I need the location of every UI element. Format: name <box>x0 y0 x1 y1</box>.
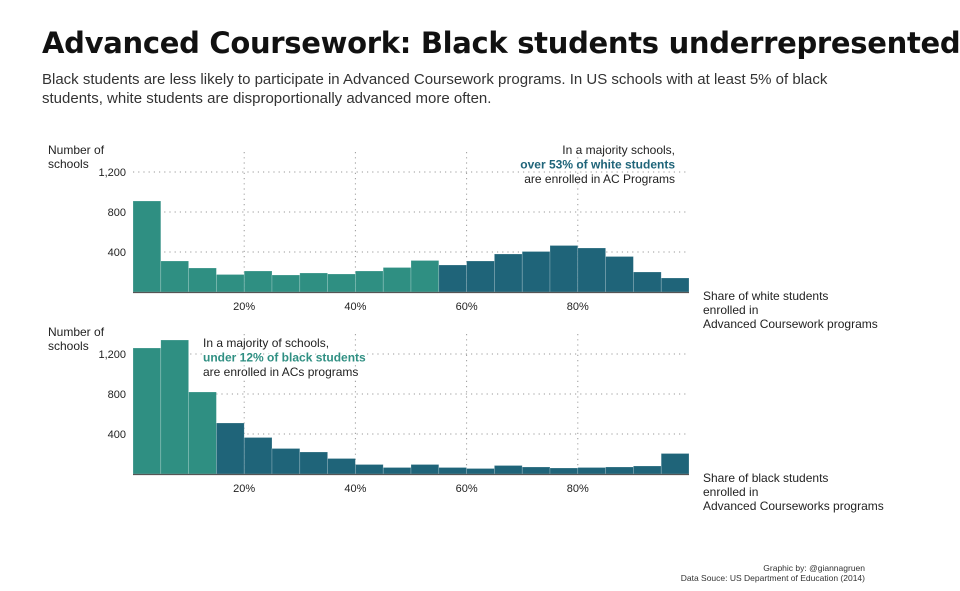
white-xlabel: Advanced Coursework programs <box>703 317 878 331</box>
black-bar-75 <box>549 467 579 475</box>
white-bar-65 <box>494 253 523 293</box>
white-ytick-label: 400 <box>108 247 126 259</box>
black-bar-60 <box>466 468 495 475</box>
black-bar-95 <box>660 453 690 475</box>
black-xlabel: Share of black students <box>703 471 828 485</box>
white-bar-0 <box>132 200 162 293</box>
white-bar-75 <box>549 245 579 293</box>
black-bar-20 <box>243 437 273 475</box>
black-annotation: are enrolled in ACs programs <box>203 365 358 379</box>
black-bar-80 <box>577 467 606 475</box>
black-bar-35 <box>327 458 356 475</box>
black-bar-30 <box>299 451 328 475</box>
black-bar-0 <box>132 347 162 475</box>
white-bar-25 <box>271 274 301 293</box>
black-ytick-label: 400 <box>108 429 126 441</box>
white-bar-15 <box>216 274 245 293</box>
black-bar-50 <box>410 464 440 475</box>
black-bar-85 <box>605 466 634 475</box>
black-bar-55 <box>438 467 467 475</box>
white-xtick-label: 20% <box>233 301 255 313</box>
black-bar-15 <box>216 422 245 475</box>
white-annotation: over 53% of white students <box>520 158 675 172</box>
black-xlabel: Advanced Courseworks programs <box>703 499 884 513</box>
white-bar-80 <box>577 247 606 293</box>
black-xtick-label: 20% <box>233 483 255 495</box>
white-bar-95 <box>660 277 690 293</box>
black-ytick-label: 1,200 <box>98 349 126 361</box>
black-ylabel: Number of <box>48 325 105 339</box>
white-bar-85 <box>605 256 634 293</box>
white-bar-35 <box>327 273 356 293</box>
black-xtick-label: 80% <box>567 483 589 495</box>
white-annotation: are enrolled in AC Programs <box>524 172 675 186</box>
black-ytick-label: 800 <box>108 389 126 401</box>
black-xtick-label: 60% <box>456 483 478 495</box>
white-xtick-label: 80% <box>567 301 589 313</box>
black-bar-65 <box>494 465 523 475</box>
white-annotation: In a majority schools, <box>562 143 675 157</box>
white-ytick-label: 800 <box>108 207 126 219</box>
black-bar-25 <box>271 448 301 475</box>
white-bar-55 <box>438 264 467 293</box>
white-xlabel: Share of white students <box>703 289 828 303</box>
black-annotation: In a majority of schools, <box>203 336 329 350</box>
white-ylabel: Number of <box>48 143 105 157</box>
black-ylabel: schools <box>48 339 89 353</box>
white-xlabel: enrolled in <box>703 303 758 317</box>
white-bar-90 <box>633 271 662 293</box>
white-bar-30 <box>299 272 328 293</box>
white-xtick-label: 40% <box>344 301 366 313</box>
white-bar-45 <box>382 267 412 293</box>
white-xtick-label: 60% <box>456 301 478 313</box>
credit-author: Graphic by: @giannagruen <box>763 563 865 573</box>
chart-subtitle: Black students are less likely to partic… <box>42 71 828 107</box>
black-annotation: under 12% of black students <box>203 351 366 365</box>
black-bar-40 <box>355 464 384 475</box>
black-xtick-label: 40% <box>344 483 366 495</box>
white-bar-50 <box>410 260 440 293</box>
credit-block: Graphic by: @giannagruen Data Souce: US … <box>681 563 865 583</box>
white-bar-10 <box>188 267 217 293</box>
credit-source: Data Souce: US Department of Education (… <box>680 573 865 583</box>
black-bar-45 <box>382 467 412 475</box>
white-bar-20 <box>243 270 273 293</box>
black-bar-90 <box>633 465 662 475</box>
white-bar-70 <box>521 251 551 293</box>
white-ytick-label: 1,200 <box>98 167 126 179</box>
white-ylabel: schools <box>48 157 89 171</box>
chart-title: Advanced Coursework: Black students unde… <box>42 26 960 60</box>
black-bar-10 <box>188 391 217 475</box>
white-bar-40 <box>355 270 384 293</box>
black-bar-5 <box>160 339 189 475</box>
black-bar-70 <box>521 466 551 475</box>
black-xlabel: enrolled in <box>703 485 758 499</box>
white-bar-60 <box>466 260 495 293</box>
white-bar-5 <box>160 260 189 293</box>
